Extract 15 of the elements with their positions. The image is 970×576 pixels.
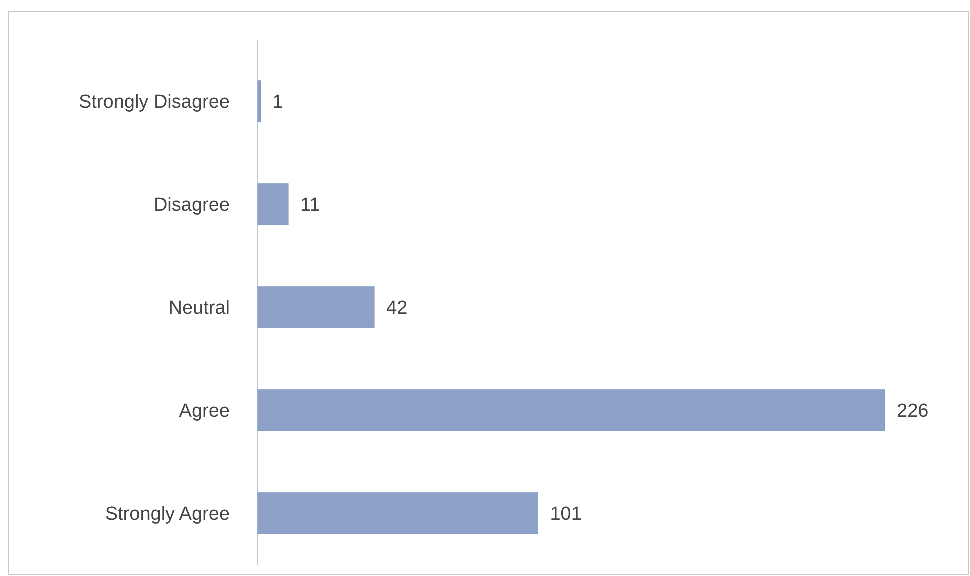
bar (258, 80, 262, 122)
y-tick-label: Strongly Agree (105, 504, 230, 526)
data-label: 101 (550, 504, 582, 526)
data-label: 1 (272, 92, 284, 114)
bar (258, 184, 289, 226)
bar (258, 492, 538, 534)
y-tick-label: Agree (179, 401, 230, 422)
y-tick-label: Disagree (154, 195, 230, 216)
y-tick-label: Strongly Disagree (78, 92, 230, 114)
bar (258, 286, 375, 328)
bar (258, 390, 886, 432)
y-tick-label: Neutral (168, 298, 230, 320)
data-label: 226 (897, 401, 929, 422)
data-label: 11 (300, 195, 320, 216)
data-label: 42 (386, 298, 408, 320)
